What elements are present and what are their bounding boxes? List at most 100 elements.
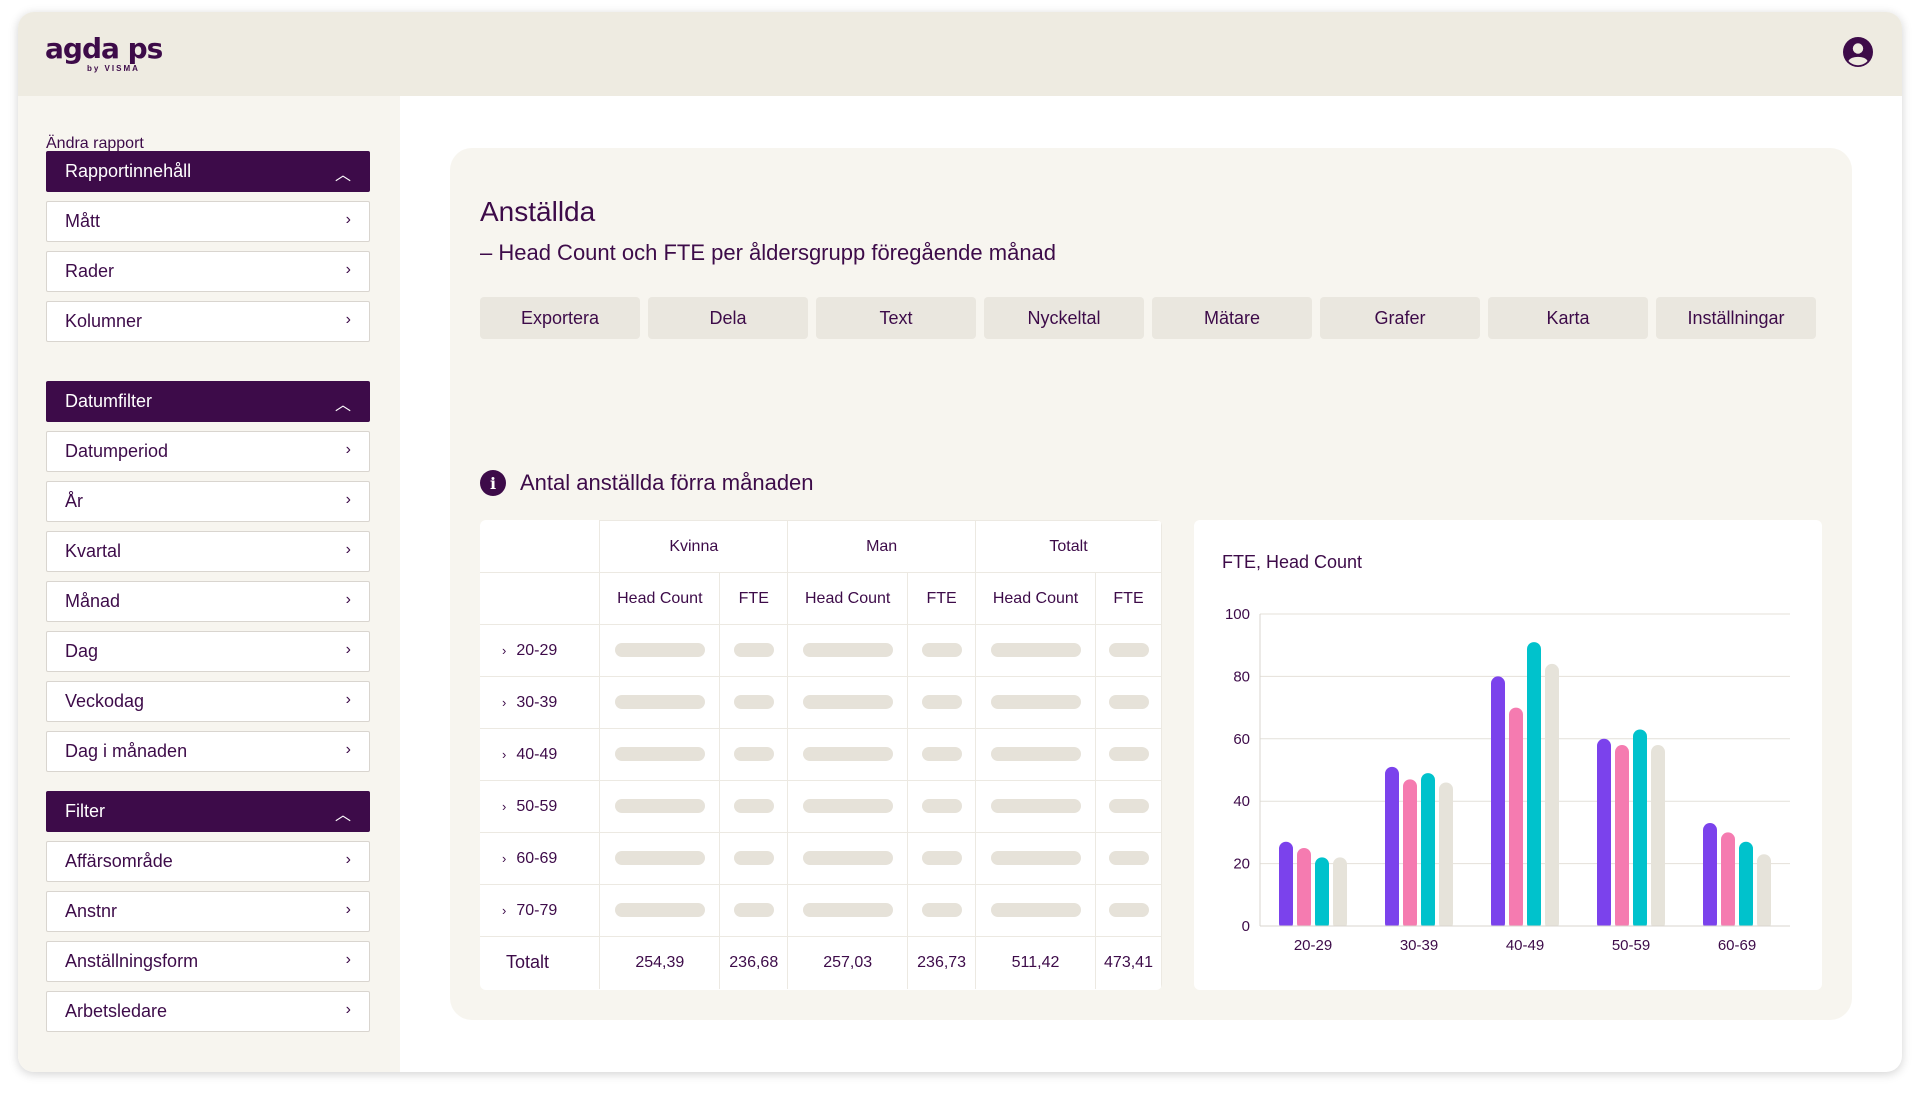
chart-bar (1597, 738, 1611, 930)
loading-placeholder (921, 643, 962, 658)
table-row[interactable]: › 60-69 (480, 832, 1162, 885)
loading-placeholder (990, 903, 1081, 918)
table-cell (1095, 676, 1162, 729)
row-header[interactable]: › 60-69 (480, 832, 601, 885)
app-window: agda ps by VISMA Ändra rapport Rapportin… (18, 12, 1902, 1072)
chart-bar (1403, 779, 1417, 930)
chevron-right-icon: › (345, 591, 351, 608)
table-cell (787, 676, 909, 729)
loading-placeholder (921, 799, 962, 814)
loading-placeholder (921, 695, 962, 710)
table-cell (907, 676, 977, 729)
table-cell (719, 884, 789, 937)
agda-logo[interactable]: agda ps by VISMA (45, 34, 163, 74)
chevron-right-icon: › (502, 746, 507, 762)
y-tick-label: 100 (1225, 606, 1250, 623)
row-header[interactable]: › 20-29 (480, 624, 601, 677)
report-subtitle: – Head Count och FTE per åldersgrupp för… (480, 240, 1057, 265)
table-cell (907, 884, 977, 937)
chevron-right-icon: › (345, 441, 351, 458)
sidebar-title: Ändra rapport (46, 135, 144, 152)
chart-title: FTE, Head Count (1222, 552, 1363, 572)
table-cell (719, 832, 789, 885)
table-cell (719, 780, 789, 833)
sidebar-item-arbetsledare[interactable]: Arbetsledare › (46, 991, 370, 1032)
table-cell (975, 780, 1096, 833)
sidebar-item-kolumner[interactable]: Kolumner › (46, 301, 370, 342)
table-cell (975, 884, 1096, 937)
chevron-right-icon: › (345, 1001, 351, 1018)
chart-bar (1315, 857, 1329, 930)
map-button[interactable]: Karta (1488, 297, 1648, 339)
user-account-icon[interactable] (1842, 36, 1874, 68)
table-row[interactable]: › 30-39 (480, 676, 1162, 729)
section-label: Datumfilter (65, 391, 153, 411)
chevron-up-icon: ︿ (334, 807, 351, 824)
table-cell (1095, 624, 1162, 677)
x-tick-label: 40-49 (1506, 937, 1544, 954)
row-label: 30-39 (516, 693, 558, 711)
loading-placeholder (802, 643, 893, 658)
table-row[interactable]: › 70-79 (480, 884, 1162, 937)
sidebar-item-label: Anstnr (65, 901, 118, 921)
table-row[interactable]: › 20-29 (480, 624, 1162, 677)
text-button[interactable]: Text (816, 297, 976, 339)
column-header: Head Count (975, 572, 1096, 625)
row-header[interactable]: › 50-59 (480, 780, 601, 833)
share-button[interactable]: Dela (648, 297, 808, 339)
table-cell (599, 728, 721, 781)
report-sidebar: Ändra rapport Rapportinnehåll ︿ Mått › R… (18, 96, 400, 1072)
info-icon[interactable]: i (480, 470, 506, 496)
sidebar-item-datumperiod[interactable]: Datumperiod › (46, 431, 370, 472)
table-row[interactable]: › 40-49 (480, 728, 1162, 781)
sidebar-item-affarsomrade[interactable]: Affärsområde › (46, 841, 370, 882)
table-row[interactable]: › 50-59 (480, 780, 1162, 833)
row-header[interactable]: › 30-39 (480, 676, 601, 729)
loading-placeholder (990, 851, 1081, 866)
loading-placeholder (733, 903, 774, 918)
report-title: Anställda (480, 196, 596, 227)
sidebar-item-anstallningsform[interactable]: Anställningsform › (46, 941, 370, 982)
charts-button[interactable]: Grafer (1320, 297, 1480, 339)
sidebar-item-veckodag[interactable]: Veckodag › (46, 681, 370, 722)
column-group-header: Totalt (975, 520, 1162, 573)
export-button[interactable]: Exportera (480, 297, 640, 339)
sidebar-item-ar[interactable]: År › (46, 481, 370, 522)
column-group-header: Man (787, 520, 977, 573)
section-heading-text: Antal anställda förra månaden (520, 470, 814, 495)
row-header[interactable]: › 40-49 (480, 728, 601, 781)
y-tick-label: 0 (1242, 918, 1250, 935)
table-cell (787, 832, 909, 885)
top-bar: agda ps by VISMA (18, 12, 1902, 96)
sidebar-item-dag-i-manaden[interactable]: Dag i månaden › (46, 731, 370, 772)
x-tick-label: 30-39 (1400, 937, 1438, 954)
section-datumfilter[interactable]: Datumfilter ︿ (46, 381, 370, 422)
table-cell (907, 728, 977, 781)
loading-placeholder (614, 643, 705, 658)
sidebar-item-dag[interactable]: Dag › (46, 631, 370, 672)
key-figures-button[interactable]: Nyckeltal (984, 297, 1144, 339)
sidebar-item-kvartal[interactable]: Kvartal › (46, 531, 370, 572)
sidebar-item-rader[interactable]: Rader › (46, 251, 370, 292)
sidebar-item-anstnr[interactable]: Anstnr › (46, 891, 370, 932)
row-label: 70-79 (516, 901, 558, 919)
chevron-up-icon: ︿ (334, 167, 351, 184)
chart-bar (1279, 841, 1293, 930)
total-row: Totalt 254,39 236,68 257,03 236,73 511,4… (480, 936, 1162, 989)
sidebar-item-manad[interactable]: Månad › (46, 581, 370, 622)
loading-placeholder (1108, 643, 1149, 658)
settings-button[interactable]: Inställningar (1656, 297, 1816, 339)
chart-bar (1615, 745, 1629, 930)
chevron-right-icon: › (345, 741, 351, 758)
section-filter[interactable]: Filter ︿ (46, 791, 370, 832)
gauges-button[interactable]: Mätare (1152, 297, 1312, 339)
section-rapportinnehall[interactable]: Rapportinnehåll ︿ (46, 151, 370, 192)
loading-placeholder (1108, 799, 1149, 814)
row-header[interactable]: › 70-79 (480, 884, 601, 937)
x-tick-label: 50-59 (1612, 937, 1650, 954)
table-cell (599, 884, 721, 937)
report-card: Anställda – Head Count och FTE per ålder… (450, 148, 1852, 1020)
loading-placeholder (733, 747, 774, 762)
sidebar-item-label: Arbetsledare (65, 1001, 168, 1021)
sidebar-item-matt[interactable]: Mått › (46, 201, 370, 242)
